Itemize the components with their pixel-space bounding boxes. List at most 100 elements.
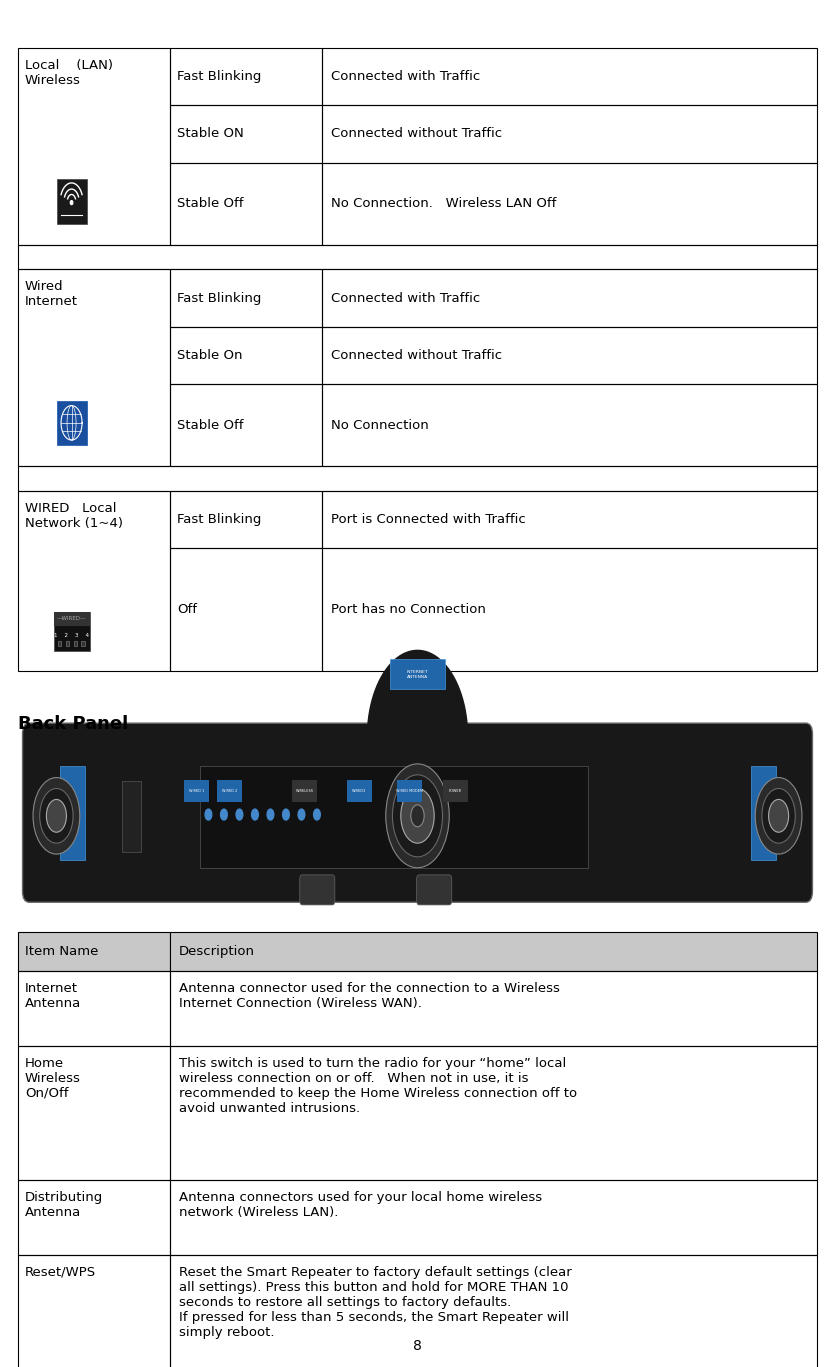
Circle shape [40,789,73,843]
Circle shape [33,778,80,854]
Text: Reset the Smart Repeater to factory default settings (clear
all settings). Press: Reset the Smart Repeater to factory defa… [179,1266,571,1338]
Circle shape [762,789,795,843]
Text: Antenna connectors used for your local home wireless
network (Wireless LAN).: Antenna connectors used for your local h… [179,1191,542,1218]
Circle shape [205,809,212,820]
Text: Item Name: Item Name [25,945,99,958]
Text: Description: Description [179,945,255,958]
Bar [18,932,170,971]
Bar [292,781,317,802]
Circle shape [392,775,443,857]
Text: WIRED 2: WIRED 2 [222,789,237,793]
FancyBboxPatch shape [300,875,335,905]
Text: Home
Wireless
On/Off: Home Wireless On/Off [25,1057,81,1099]
Bar [322,269,817,327]
Bar [66,641,68,647]
Bar [18,932,170,971]
Bar [18,971,170,1046]
Text: WIRED3: WIRED3 [352,789,367,793]
Circle shape [220,809,227,820]
Bar [57,179,87,224]
Text: Stable On: Stable On [177,349,242,362]
Text: This switch is used to turn the radio for your “home” local
wireless connection : This switch is used to turn the radio fo… [179,1057,577,1114]
Bar [397,781,422,802]
Circle shape [70,201,73,205]
Bar [322,548,817,671]
Text: Off: Off [177,603,197,617]
Text: POWER: POWER [448,789,462,793]
Text: WIRELESS: WIRELESS [296,789,314,793]
Bar [18,1180,170,1255]
Polygon shape [367,651,468,737]
Bar [217,781,242,802]
Text: Connected without Traffic: Connected without Traffic [331,127,502,141]
Text: WIRED 1: WIRED 1 [189,789,204,793]
Text: INTERNET
ANTENNA: INTERNET ANTENNA [407,670,428,678]
Text: Reset/WPS: Reset/WPS [25,1266,96,1280]
Text: 8: 8 [413,1340,422,1353]
Text: Fast Blinking: Fast Blinking [177,291,261,305]
Bar [170,1255,817,1367]
Circle shape [251,809,258,820]
Bar [170,491,322,548]
Bar [18,491,170,671]
Text: Wired
Internet: Wired Internet [25,280,78,308]
Bar [82,641,85,647]
Bar [322,491,817,548]
Bar [170,384,322,466]
Text: Distributing
Antenna: Distributing Antenna [25,1191,104,1218]
Text: Internet
Antenna: Internet Antenna [25,982,81,1009]
Bar [18,1255,170,1367]
Circle shape [47,800,67,833]
FancyBboxPatch shape [417,875,452,905]
Bar [170,1046,817,1180]
Text: DISTRIBUTING
ANTENNA: DISTRIBUTING ANTENNA [68,802,77,823]
Bar [170,48,322,105]
Circle shape [282,809,289,820]
Text: No Connection: No Connection [331,418,428,432]
Text: Back Panel: Back Panel [18,715,129,733]
Bar [170,269,322,327]
Circle shape [314,809,321,820]
Bar [752,766,777,860]
Bar [322,384,817,466]
Circle shape [755,778,802,854]
Text: 1    2    3    4: 1 2 3 4 [54,633,89,638]
Bar [53,612,89,626]
Bar [170,932,817,971]
Bar [170,1180,817,1255]
Bar [18,1046,170,1180]
Text: Port has no Connection: Port has no Connection [331,603,485,617]
FancyBboxPatch shape [23,723,812,902]
Bar [53,612,89,651]
Bar [18,466,817,491]
Circle shape [298,809,305,820]
Circle shape [267,809,274,820]
Bar [123,782,141,852]
Bar [170,932,817,971]
Text: Stable ON: Stable ON [177,127,244,141]
Bar [170,971,817,1046]
Circle shape [768,800,788,833]
Text: Antenna connector used for the connection to a Wireless
Internet Connection (Wir: Antenna connector used for the connectio… [179,982,559,1009]
Bar [170,327,322,384]
Bar [18,269,170,466]
Bar [18,48,170,245]
Bar [57,401,87,446]
Text: Connected without Traffic: Connected without Traffic [331,349,502,362]
Bar [322,48,817,105]
Circle shape [386,764,449,868]
Text: Connected with Traffic: Connected with Traffic [331,291,480,305]
Text: —WIRED—: —WIRED— [57,617,86,621]
Bar [170,548,322,671]
Circle shape [411,805,424,827]
Bar [322,105,817,163]
Text: Port is Connected with Traffic: Port is Connected with Traffic [331,513,525,526]
Text: WIRED   Local
Network (1~4): WIRED Local Network (1~4) [25,502,123,529]
Bar [443,781,468,802]
Bar [170,105,322,163]
Text: Fast Blinking: Fast Blinking [177,513,261,526]
Bar [18,245,817,269]
Circle shape [236,809,243,820]
Text: Fast Blinking: Fast Blinking [177,70,261,83]
Text: Stable Off: Stable Off [177,197,244,211]
